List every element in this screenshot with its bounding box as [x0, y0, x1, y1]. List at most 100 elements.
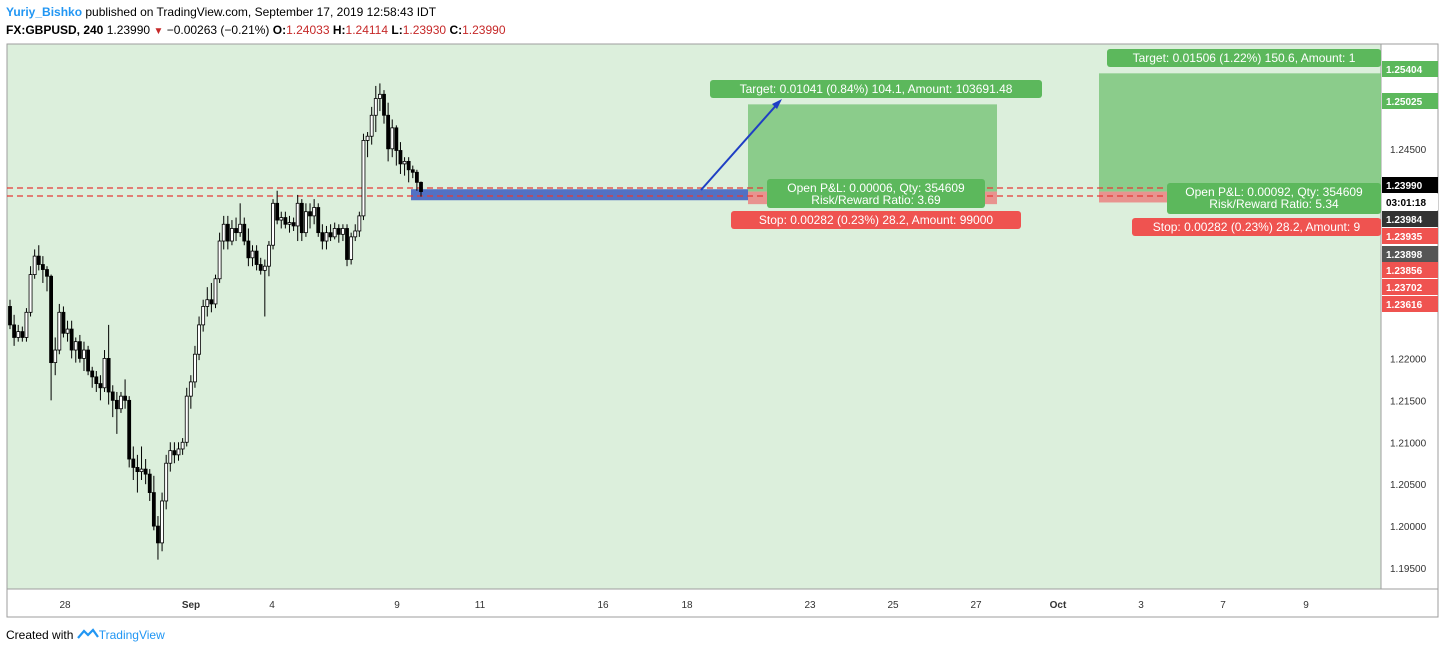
candle-body — [230, 228, 234, 242]
candle-body — [262, 265, 267, 271]
candle — [234, 217, 238, 242]
y-tick-label: 1.21500 — [1390, 396, 1427, 407]
candle-body — [197, 324, 201, 355]
price-tag-label: 1.23702 — [1386, 283, 1423, 294]
x-tick-label: 9 — [394, 600, 400, 611]
candle — [86, 345, 90, 376]
x-tick-label: 25 — [887, 600, 899, 611]
candle — [193, 345, 197, 388]
projection-arrow — [700, 100, 781, 191]
x-tick-label: 28 — [59, 600, 71, 611]
publish-text: published on TradingView.com, September … — [85, 5, 437, 19]
candle — [57, 303, 62, 355]
candle — [369, 106, 374, 145]
publish-info: Yuriy_Bishko published on TradingView.co… — [6, 5, 436, 19]
y-tick-label: 1.21000 — [1390, 438, 1427, 449]
pnl-label: Open P&L: 0.00006, Qty: 354609 — [787, 181, 965, 195]
candle-body — [135, 467, 140, 473]
candle-body — [94, 376, 99, 384]
candle — [119, 391, 123, 413]
candle-body — [53, 349, 58, 364]
candle-body — [312, 207, 317, 217]
candle — [254, 245, 259, 271]
candle-body — [36, 255, 41, 265]
price-tag-label: 1.23984 — [1386, 215, 1423, 226]
candle-body — [16, 331, 21, 338]
candle-body — [69, 328, 74, 351]
candle — [295, 194, 300, 242]
pnl-label-box — [1167, 183, 1381, 214]
candle — [312, 199, 317, 225]
candle-body — [160, 500, 164, 544]
candle-body — [180, 441, 185, 450]
candle-body — [361, 140, 366, 217]
candle — [221, 215, 226, 250]
candle-body — [308, 211, 312, 217]
candle — [390, 119, 395, 158]
candle — [49, 274, 53, 401]
stop-label: Stop: 0.00282 (0.23%) 28.2, Amount: 9900… — [759, 213, 993, 227]
price-tag — [1382, 93, 1438, 109]
candle — [365, 132, 370, 158]
candle-body — [377, 93, 382, 99]
candle-body — [156, 525, 160, 544]
candle-body — [365, 135, 370, 141]
candle-body — [336, 228, 341, 235]
candle — [341, 224, 345, 242]
candle — [176, 442, 181, 461]
candle — [61, 306, 66, 338]
ohlc-bar: FX:GBPUSD, 240 1.23990 ▼ −0.00263 (−0.21… — [6, 23, 506, 37]
candle — [386, 102, 391, 162]
candle — [160, 492, 164, 552]
candle — [32, 249, 37, 279]
candle-body — [349, 236, 354, 260]
price-tag — [1382, 296, 1438, 312]
price-tag — [1382, 194, 1438, 210]
candle — [131, 446, 136, 480]
candle — [316, 203, 321, 237]
candle — [217, 232, 222, 283]
candle-body — [283, 217, 288, 225]
candle-body — [287, 222, 292, 225]
price-tag-label: 1.23856 — [1386, 266, 1423, 277]
candle — [201, 299, 206, 332]
candle — [328, 224, 333, 242]
candle-body — [221, 223, 226, 242]
tradingview-link[interactable]: TradingView — [98, 628, 165, 642]
candle — [242, 217, 247, 246]
candle — [262, 259, 267, 317]
candle-body — [82, 349, 86, 359]
price-chart[interactable]: 28Sep49111618232527Oct3791.255001.245001… — [0, 0, 1444, 625]
price-tag — [1382, 246, 1438, 262]
candle-body — [258, 264, 263, 271]
candle-body — [139, 468, 144, 473]
candle-body — [40, 264, 45, 270]
candle — [110, 385, 115, 418]
candle — [275, 190, 280, 225]
candle-body — [176, 448, 181, 456]
candle-body — [45, 269, 49, 277]
candle-body — [332, 228, 337, 238]
candle-body — [102, 358, 107, 389]
candle-body — [386, 114, 391, 150]
author-link[interactable]: Yuriy_Bishko — [6, 5, 83, 19]
high-value: 1.24114 — [345, 23, 389, 37]
candle-body — [414, 171, 419, 183]
down-arrow-icon: ▼ — [153, 26, 164, 37]
candle-body — [394, 127, 399, 151]
x-tick-label: Sep — [182, 600, 200, 611]
target-label: Target: 0.01041 (0.84%) 104.1, Amount: 1… — [740, 82, 1013, 96]
candle — [73, 337, 78, 363]
open-label: O: — [272, 23, 287, 37]
candle-body — [147, 473, 152, 493]
candle — [53, 337, 58, 376]
candle — [28, 266, 33, 317]
candle — [8, 299, 12, 330]
candle-body — [143, 468, 148, 475]
candle-body — [410, 169, 415, 173]
candle-body — [201, 306, 206, 326]
candle-body — [419, 181, 423, 192]
candle — [172, 442, 177, 464]
candle — [184, 387, 189, 447]
candle — [209, 282, 214, 313]
